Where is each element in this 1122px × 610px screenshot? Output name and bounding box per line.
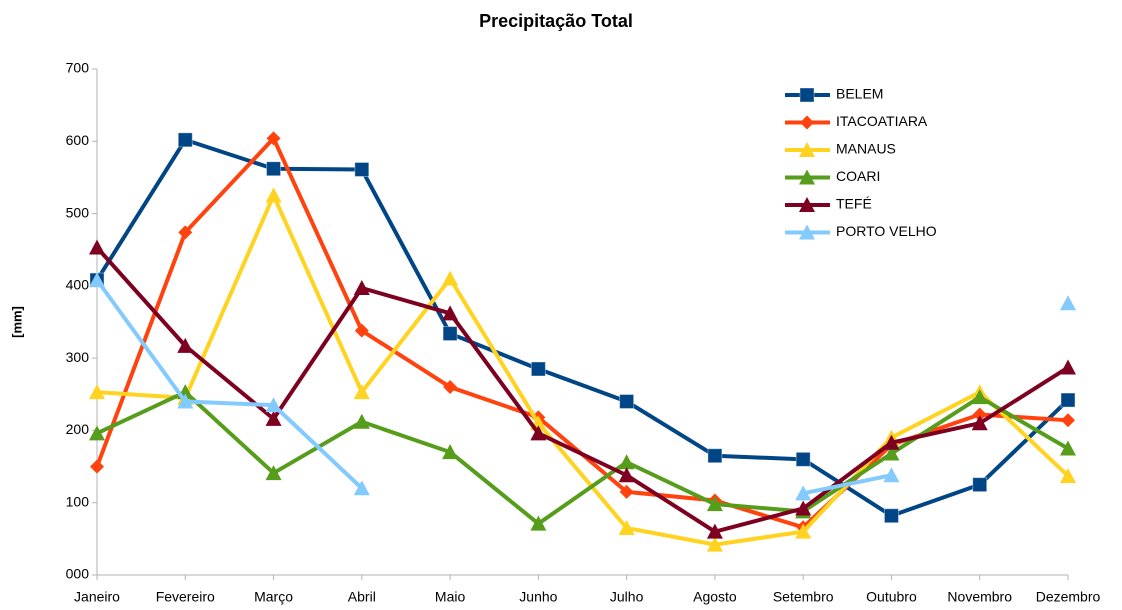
marker [706, 536, 723, 552]
marker [883, 467, 900, 483]
series-line [95, 136, 1069, 530]
marker [265, 410, 282, 426]
legend-label: BELEM [836, 86, 883, 102]
x-tick-label: Maio [435, 589, 466, 605]
marker [799, 169, 815, 185]
marker [265, 397, 282, 413]
marker [90, 459, 104, 474]
x-tick-label: Novembro [947, 589, 1012, 605]
marker [795, 523, 812, 539]
marker [442, 444, 459, 460]
marker [706, 523, 723, 539]
marker [971, 415, 988, 431]
marker [353, 384, 370, 400]
x-tick-label: Setembro [773, 589, 834, 605]
y-tick-label: 000 [66, 566, 90, 582]
marker [1060, 392, 1076, 408]
y-tick-label: 300 [66, 349, 90, 365]
x-tick-label: Agosto [693, 589, 737, 605]
marker [707, 448, 723, 464]
x-tick-label: Dezembro [1036, 589, 1101, 605]
marker [972, 407, 987, 422]
marker [266, 161, 282, 177]
legend-label: MANAUS [836, 141, 896, 157]
marker [618, 520, 635, 536]
marker [800, 115, 814, 130]
legend-label: COARI [836, 168, 880, 184]
series-line [96, 193, 1070, 547]
marker [706, 496, 723, 512]
marker [353, 280, 370, 296]
marker [265, 187, 282, 203]
marker [883, 445, 900, 461]
marker [619, 484, 634, 499]
marker [619, 394, 635, 410]
series-line [95, 137, 1070, 518]
x-tick-label: Julho [610, 589, 644, 605]
marker [89, 239, 105, 255]
y-tick-label: 600 [66, 132, 90, 148]
marker [883, 508, 899, 524]
series-line [95, 246, 1070, 534]
legend-label: PORTO VELHO [836, 223, 937, 239]
marker [1060, 359, 1076, 375]
marker [530, 515, 547, 531]
marker [795, 451, 811, 467]
series-line [96, 390, 1070, 526]
marker [972, 477, 988, 493]
marker [1060, 295, 1076, 311]
legend-label: ITACOATIARA [836, 113, 928, 129]
marker [618, 467, 635, 483]
marker [178, 225, 193, 240]
marker [89, 425, 105, 441]
marker [177, 337, 194, 353]
x-tick-label: Abril [348, 589, 376, 605]
y-tick-label: 700 [66, 60, 90, 76]
marker [354, 323, 369, 338]
y-tick-label: 100 [66, 493, 90, 509]
marker [530, 425, 547, 441]
marker [353, 480, 370, 496]
marker [883, 434, 900, 450]
marker [799, 142, 815, 157]
marker [971, 389, 988, 405]
marker [799, 224, 815, 240]
marker [1060, 440, 1076, 456]
marker [443, 380, 458, 395]
y-axis-label: [mm] [9, 306, 24, 338]
legend-label: TEFÉ [836, 196, 872, 212]
marker [177, 393, 194, 409]
marker [1060, 467, 1076, 483]
marker [618, 454, 635, 470]
chart-title: Precipitação Total [479, 11, 633, 31]
marker [442, 305, 459, 321]
marker [265, 465, 282, 481]
marker [799, 87, 815, 103]
marker [354, 161, 370, 177]
marker [795, 500, 812, 516]
marker [266, 131, 281, 146]
marker [442, 326, 458, 342]
marker [177, 132, 193, 148]
marker [89, 384, 105, 400]
x-tick-label: Janeiro [74, 589, 120, 605]
x-tick-label: Outubro [866, 589, 917, 605]
x-tick-label: Fevereiro [156, 589, 215, 605]
y-tick-label: 200 [66, 421, 90, 437]
marker [799, 197, 815, 212]
y-tick-label: 500 [66, 204, 90, 220]
marker [1061, 413, 1075, 428]
marker [795, 485, 812, 501]
marker [530, 361, 546, 377]
x-tick-label: Março [254, 589, 293, 605]
marker [89, 272, 105, 288]
y-tick-label: 400 [66, 277, 90, 293]
marker [353, 413, 370, 429]
x-tick-label: Junho [519, 589, 557, 605]
marker [442, 270, 459, 286]
